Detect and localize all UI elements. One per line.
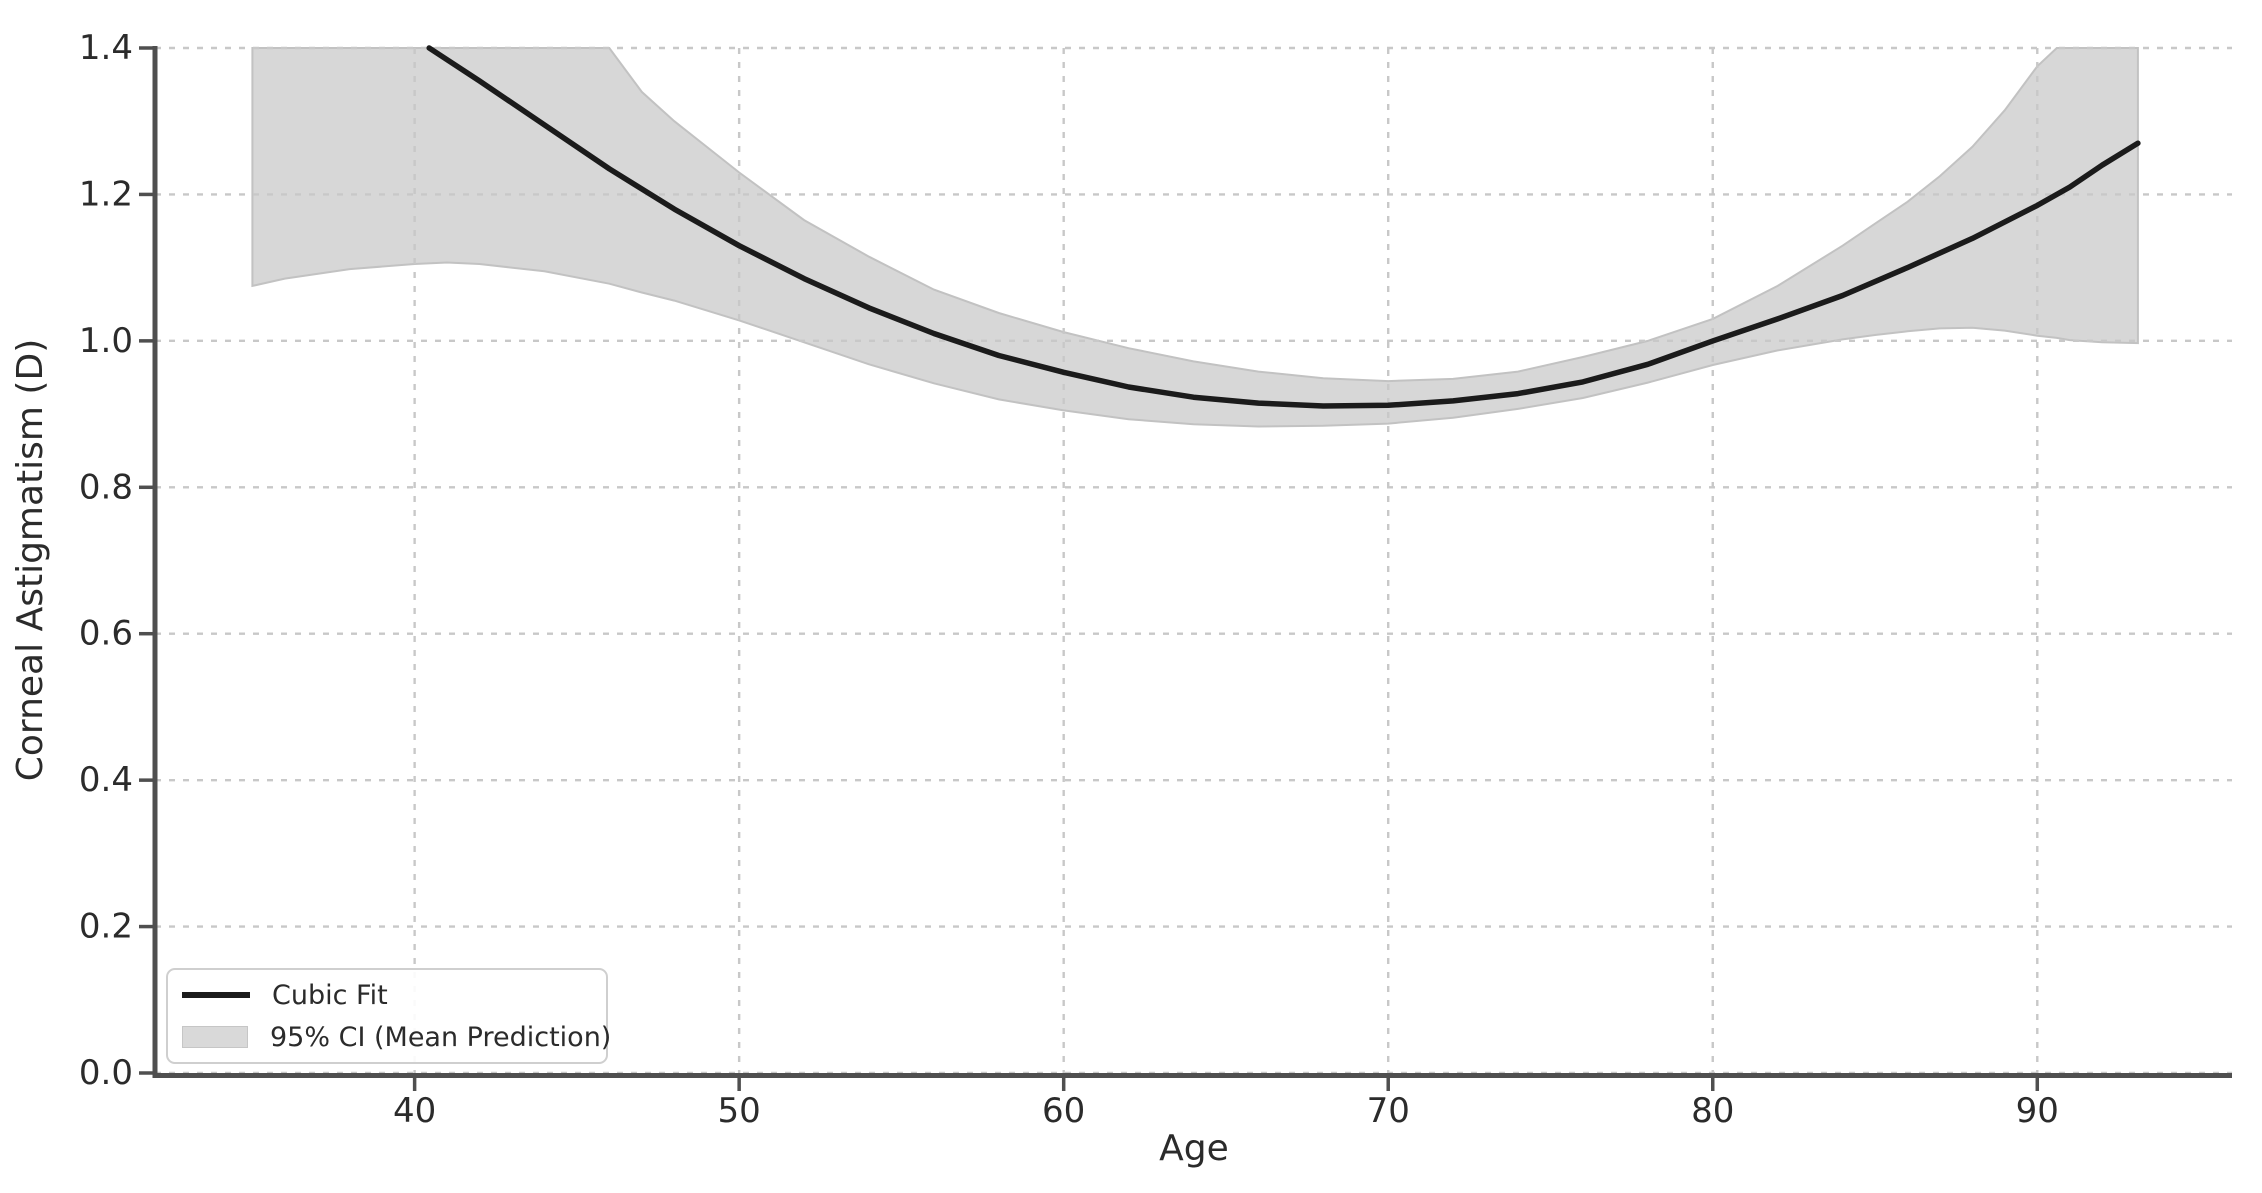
tick-marks: [139, 46, 2040, 1091]
y-tick-label: 0.6: [79, 614, 133, 654]
axes-spines: [152, 46, 2232, 1078]
confidence-band-swatch: [182, 1026, 248, 1048]
y-tick-label: 0.4: [79, 760, 133, 800]
y-tick-label: 1.4: [79, 28, 133, 68]
y-tick-label: 1.0: [79, 321, 133, 361]
x-tick-label: 90: [2016, 1091, 2059, 1131]
x-tick-label: 50: [718, 1091, 761, 1131]
y-tick-label: 0.0: [79, 1053, 133, 1093]
y-tick-label: 1.2: [79, 174, 133, 214]
x-tick-label: 70: [1367, 1091, 1410, 1131]
legend: Cubic Fit 95% CI (Mean Prediction): [166, 968, 611, 1064]
cubic-fit-line-swatch: [182, 992, 250, 998]
confidence-band-layer: [251, 47, 2139, 428]
y-tick-label: 0.2: [79, 907, 133, 947]
legend-label: Cubic Fit: [272, 979, 388, 1011]
y-axis-title: Corneal Astigmatism (D): [10, 339, 51, 781]
x-tick-label: 60: [1042, 1091, 1085, 1131]
x-axis-title: Age: [1159, 1128, 1229, 1169]
x-tick-label: 80: [1691, 1091, 1734, 1131]
legend-entry-cubic-fit: Cubic Fit: [182, 979, 592, 1011]
legend-label: 95% CI (Mean Prediction): [270, 1021, 612, 1053]
confidence-band: [251, 47, 2139, 428]
x-tick-label: 40: [393, 1091, 436, 1131]
legend-entry-confidence-band: 95% CI (Mean Prediction): [182, 1022, 611, 1053]
y-tick-label: 0.8: [79, 467, 133, 507]
tick-labels: 40 50 60 70 80 90 0.0 0.2 0.4 0.6 0.8 1.0 1.2 1.4: [79, 28, 2059, 1131]
fit-line-layer: [426, 45, 2141, 409]
cubic-fit-line: [426, 45, 2141, 409]
